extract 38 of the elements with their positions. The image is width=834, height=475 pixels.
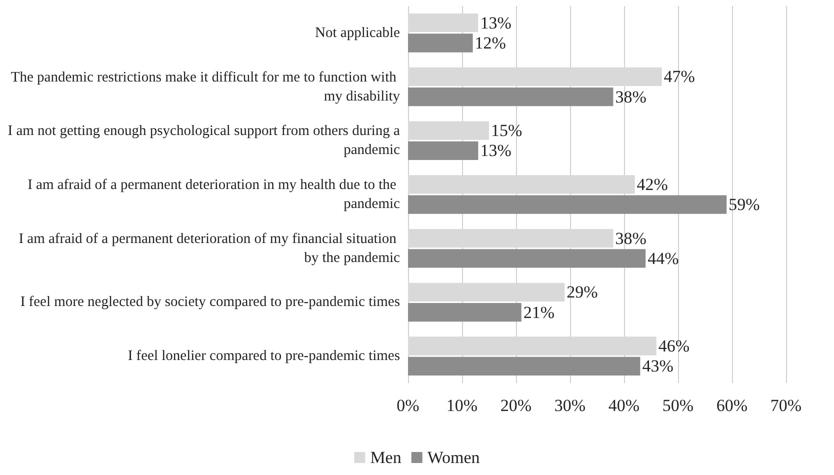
y-tick-label: I am afraid of a permanent deterioration in my health due to the pandemic bbox=[28, 177, 400, 212]
data-label: 59% bbox=[728, 195, 760, 214]
y-tick-label: The pandemic restrictions make it difficult for me to function with my disability bbox=[10, 69, 401, 104]
data-label: 42% bbox=[636, 174, 668, 194]
x-tick-label: 40% bbox=[608, 396, 640, 415]
bar bbox=[408, 249, 646, 268]
data-label: 46% bbox=[658, 336, 690, 356]
legend-label: Women bbox=[427, 448, 480, 467]
x-tick-label: 60% bbox=[716, 396, 748, 415]
x-tick-label: 70% bbox=[770, 396, 802, 415]
y-tick-label: Not applicable bbox=[315, 24, 400, 41]
data-label: 38% bbox=[615, 228, 646, 248]
y-tick-label: I am afraid of a permanent deterioration of my financial situation by the pandemic bbox=[18, 230, 400, 266]
bar bbox=[408, 88, 614, 106]
bar bbox=[408, 195, 727, 214]
bar bbox=[408, 302, 522, 322]
data-label: 43% bbox=[642, 356, 674, 376]
data-label: 15% bbox=[491, 121, 522, 140]
data-label: 44% bbox=[648, 248, 679, 268]
bar bbox=[408, 141, 478, 160]
x-tick-label: 30% bbox=[554, 396, 586, 415]
data-label: 13% bbox=[480, 141, 512, 160]
legend-label: Men bbox=[370, 448, 402, 467]
bar bbox=[408, 356, 640, 376]
data-label: 47% bbox=[664, 67, 695, 86]
x-tick-label: 0% bbox=[396, 396, 420, 415]
data-label: 12% bbox=[474, 33, 506, 52]
y-tick-label: I feel more neglected by society compared to pre-pandemic times bbox=[20, 294, 400, 310]
x-tick-label: 10% bbox=[446, 396, 478, 415]
data-label: 21% bbox=[523, 302, 555, 322]
bar bbox=[408, 34, 473, 52]
data-label: 29% bbox=[566, 282, 598, 302]
data-label: 38% bbox=[615, 87, 646, 106]
x-tick-label: 20% bbox=[500, 396, 532, 415]
y-tick-label: I am not getting enough psychological support from others during a pandemic bbox=[8, 123, 401, 158]
y-tick-label: I feel lonelier compared to pre-pandemic times bbox=[128, 348, 400, 364]
x-tick-label: 50% bbox=[662, 396, 694, 415]
data-label: 13% bbox=[480, 13, 512, 32]
